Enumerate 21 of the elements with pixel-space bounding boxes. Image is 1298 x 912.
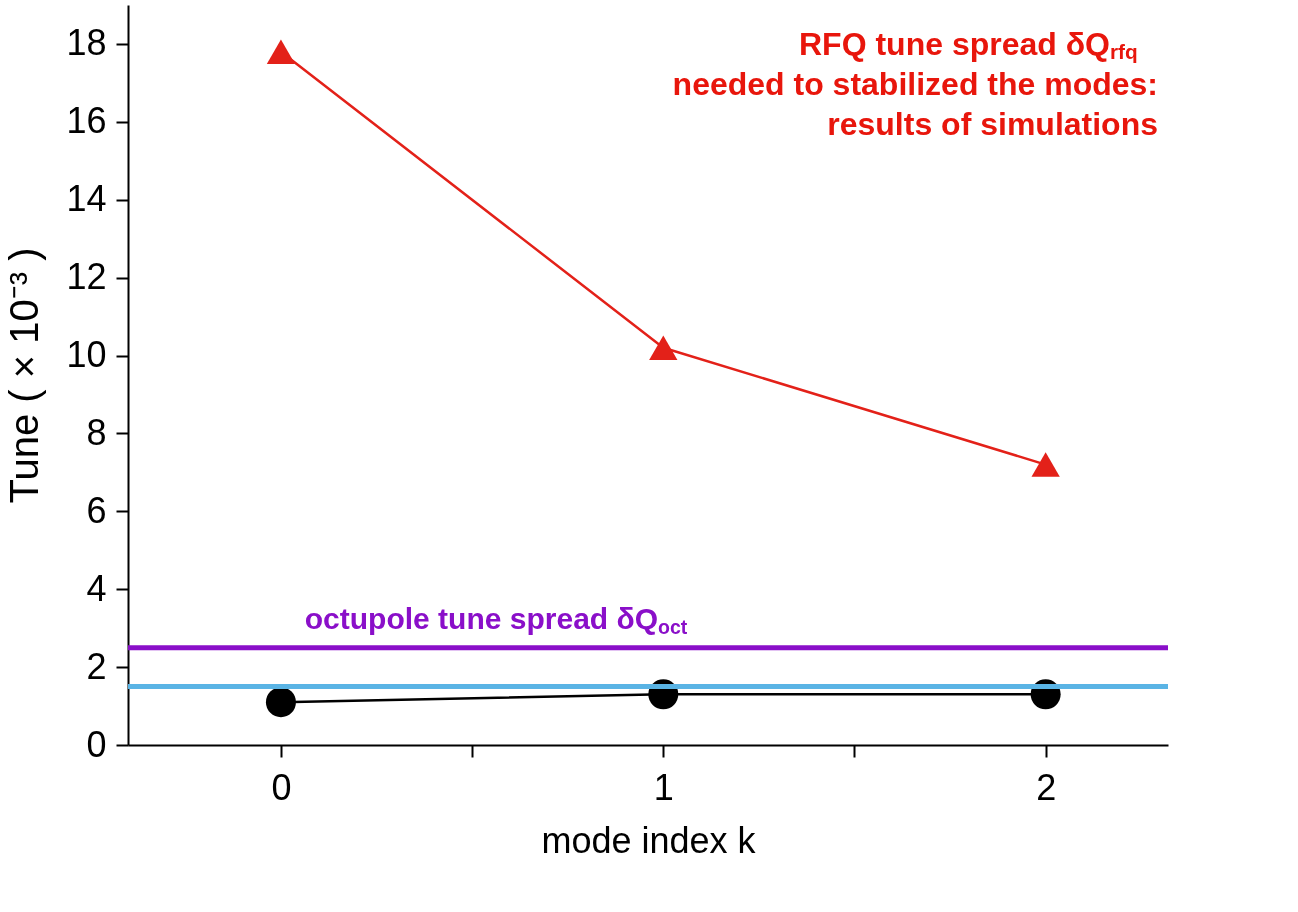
x-axis-title: mode index k [541, 819, 757, 861]
point [265, 687, 296, 718]
annotation: needed to stabilized the modes: [672, 66, 1158, 102]
y-tick-label: 4 [86, 567, 107, 609]
y-tick-label: 8 [86, 411, 107, 453]
y-tick-label: 10 [66, 334, 107, 376]
y-tick-label: 12 [66, 256, 107, 298]
y-tick-label: 18 [66, 22, 107, 64]
y-tick-label: 16 [66, 100, 107, 142]
x-tick-label: 1 [653, 766, 674, 808]
point [1031, 452, 1060, 477]
y-tick-label: 14 [66, 178, 107, 220]
point [649, 335, 678, 360]
point [266, 39, 296, 64]
y-tick-label: 0 [86, 723, 107, 765]
y-tick-label: 2 [86, 645, 107, 687]
y-axis-title: Tune ( × 10⁻³ ) [2, 247, 47, 504]
annotation: results of simulations [827, 106, 1158, 142]
x-tick-label: 0 [271, 766, 292, 808]
x-tick-label: 2 [1036, 766, 1057, 808]
y-tick-label: 6 [86, 489, 107, 531]
